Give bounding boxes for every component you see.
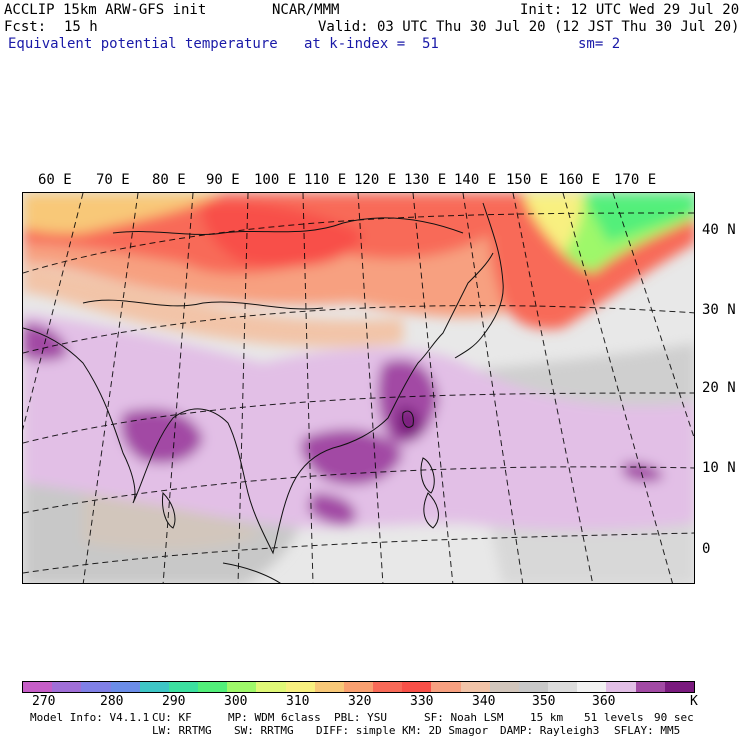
colorbar-label: 290 [162,694,186,709]
smoothing-info: sm= 2 [578,36,621,52]
colorbar-label: 280 [100,694,124,709]
footer-item: Model Info: V4.1.1 [30,711,150,724]
colorbar-swatch [635,682,665,692]
lon-label: 120 E [354,172,397,188]
footer-item: LW: RRTMG [152,724,212,737]
footer-item: DAMP: Rayleigh3 [500,724,600,737]
colorbar-swatch [227,682,257,692]
lat-label: 0 [702,541,711,557]
footer-item: MP: WDM 6class [228,711,321,724]
colorbar-swatch [548,682,578,692]
lon-label: 150 E [506,172,549,188]
colorbar-swatch [81,682,111,692]
colorbar-label: 340 [472,694,496,709]
colorbar-label: 270 [32,694,56,709]
colorbar-label: 300 [224,694,248,709]
theta-e-field [23,193,694,583]
colorbar-unit: K [690,694,698,709]
lon-label: 160 E [558,172,601,188]
map-panel [22,192,695,584]
colorbar-swatch [110,682,140,692]
forecast-hour: 15 h [64,19,98,35]
colorbar-swatch [460,682,490,692]
colorbar-swatch [343,682,374,692]
colorbar-swatch [52,682,82,692]
model-title: ACCLIP 15km ARW-GFS init [4,2,207,18]
colorbar-swatch [606,682,636,692]
footer-item: SFLAY: MM5 [614,724,681,737]
valid-time: Valid: 03 UTC Thu 30 Jul 20 (12 JST Thu … [318,19,740,35]
lon-label: 90 E [206,172,240,188]
level-info: at k-index = 51 [304,36,439,52]
lon-label: 60 E [38,172,72,188]
footer-item: CU: KF [152,711,192,724]
lon-label: 130 E [404,172,447,188]
lat-label: 10 N [702,460,736,476]
colorbar-label: 310 [286,694,310,709]
footer-item: 51 levels [584,711,644,724]
lon-label: 170 E [614,172,657,188]
colorbar-swatch [256,682,286,692]
field-name: Equivalent potential temperature [8,36,278,52]
lat-label: 30 N [702,302,736,318]
init-time: Init: 12 UTC Wed 29 Jul 20 [520,2,740,18]
lon-label: 110 E [304,172,347,188]
colorbar-swatch [402,682,432,692]
colorbar-swatch [431,682,461,692]
colorbar-swatch [168,682,199,692]
colorbar-swatch [198,682,228,692]
colorbar-label: 360 [592,694,616,709]
colorbar-swatch [373,682,403,692]
colorbar-swatch [664,682,694,692]
footer-item: DIFF: simple [316,724,396,737]
colorbar [22,681,695,693]
lat-label: 20 N [702,380,736,396]
colorbar-swatch [285,682,315,692]
lon-label: 80 E [152,172,186,188]
footer-item: KM: 2D Smagor [402,724,489,737]
org-label: NCAR/MMM [272,2,340,18]
colorbar-label: 320 [348,694,372,709]
footer-item: SW: RRTMG [234,724,294,737]
colorbar-swatch [23,682,53,692]
footer-item: 90 sec [654,711,694,724]
colorbar-swatch [489,682,519,692]
colorbar-label: 330 [410,694,434,709]
lon-label: 70 E [96,172,130,188]
footer-item: SF: Noah LSM [424,711,504,724]
lat-label: 40 N [702,222,736,238]
lon-label: 100 E [254,172,297,188]
footer-item: PBL: YSU [334,711,387,724]
colorbar-label: 350 [532,694,556,709]
forecast-label: Fcst: [4,19,47,35]
colorbar-swatch [139,682,169,692]
lon-label: 140 E [454,172,497,188]
colorbar-swatch [314,682,344,692]
footer-item: 15 km [530,711,564,724]
colorbar-swatch [577,682,607,692]
colorbar-swatch [518,682,549,692]
